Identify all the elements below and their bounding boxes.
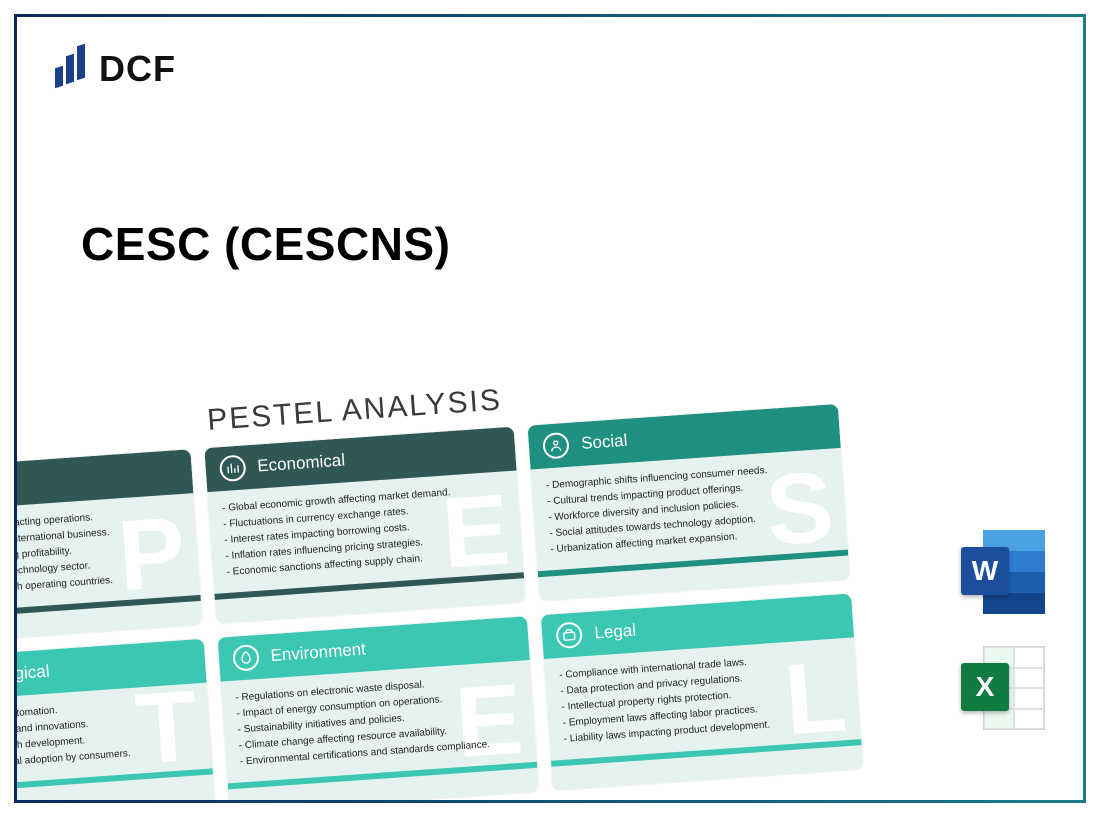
- pestel-cards: PoliticalPGovernment stability impacting…: [14, 404, 863, 803]
- card-body: PGovernment stability impacting operatio…: [14, 493, 200, 616]
- pestel-card-social: SocialSDemographic shifts influencing co…: [528, 404, 850, 601]
- card-body: TAdvances in AI and automation.Cybersecu…: [14, 683, 212, 790]
- pestel-panel: PESTEL ANALYSIS PoliticalPGovernment sta…: [14, 360, 863, 803]
- card-icon: [232, 644, 260, 672]
- pestel-card-economical: EconomicalEGlobal economic growth affect…: [204, 427, 526, 624]
- pestel-card-political: PoliticalPGovernment stability impacting…: [14, 449, 202, 646]
- slide-frame: DCF CESC (CESCNS) PESTEL ANALYSIS Politi…: [14, 14, 1086, 803]
- pestel-card-legal: LegalLCompliance with international trad…: [541, 593, 863, 790]
- card-title: Economical: [257, 450, 346, 476]
- card-body: LCompliance with international trade law…: [544, 637, 861, 760]
- card-title: Technological: [14, 662, 50, 689]
- card-body: ERegulations on electronic waste disposa…: [220, 660, 537, 783]
- excel-icon: X: [961, 646, 1045, 730]
- word-icon: W: [961, 530, 1045, 614]
- card-title: Environment: [270, 639, 367, 666]
- pestel-card-environment: EnvironmentERegulations on electronic wa…: [217, 616, 539, 803]
- card-icon: [556, 621, 584, 649]
- pestel-card-technological: TechnologicalTAdvances in AI and automat…: [14, 639, 215, 803]
- logo-bars-icon: [55, 45, 89, 93]
- word-letter: W: [961, 547, 1009, 595]
- card-icon: [219, 454, 247, 482]
- card-title: Social: [581, 431, 629, 454]
- card-body: EGlobal economic growth affecting market…: [207, 470, 524, 593]
- card-body: SDemographic shifts influencing consumer…: [531, 448, 848, 571]
- card-icon: [542, 432, 570, 460]
- excel-letter: X: [961, 663, 1009, 711]
- logo-text: DCF: [99, 48, 176, 90]
- page-title: CESC (CESCNS): [81, 217, 450, 271]
- card-title: Legal: [594, 621, 637, 644]
- logo: DCF: [55, 45, 176, 93]
- app-icons: W X: [961, 530, 1045, 730]
